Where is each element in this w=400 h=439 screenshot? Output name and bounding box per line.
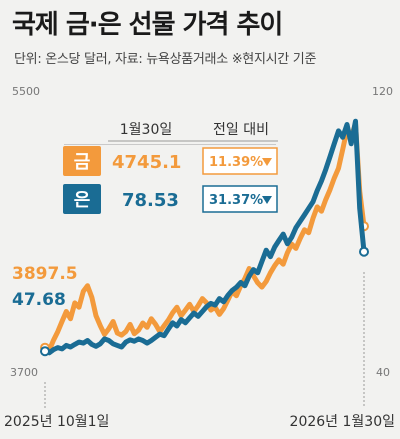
x-axis-start-label: 2025년 10월1일 xyxy=(4,414,109,430)
left-axis-bottom-tick: 3700 xyxy=(10,366,38,379)
x-axis-end-label: 2026년 1월30일 xyxy=(290,414,395,430)
silver-end-point xyxy=(359,246,369,257)
gold-start-label: 3897.5 xyxy=(12,264,78,284)
silver-change-value: 31.37% xyxy=(209,193,263,208)
series-layer xyxy=(40,118,369,357)
silver-price: 78.53 xyxy=(122,190,179,211)
gold-row-divider xyxy=(64,144,276,145)
gold-change-down-icon xyxy=(262,158,272,166)
silver-metal-box xyxy=(63,184,101,214)
gold-change-value: 11.39% xyxy=(209,155,263,170)
gold-metal-label: 금 xyxy=(74,152,91,173)
gold-series-line xyxy=(42,121,367,353)
gold-metal-box xyxy=(63,146,101,176)
silver-series-line xyxy=(42,118,367,356)
chart-title: 국제 금·은 선물 가격 추이 xyxy=(12,10,283,40)
summary-change-header: 전일 대비 xyxy=(213,122,269,138)
right-axis-bottom-tick: 40 xyxy=(376,366,390,379)
summary-table: 1월30일 전일 대비 금 4745.1 11.39% 은 78.53 31.3… xyxy=(63,122,278,214)
left-axis-top-tick: 5500 xyxy=(12,85,40,98)
chart-subtitle: 단위: 온스당 달러, 자료: 뉴욕상품거래소 ※현지시간 기준 xyxy=(14,52,317,67)
right-axis-top-tick: 120 xyxy=(372,85,393,98)
summary-date-header: 1월30일 xyxy=(120,122,172,138)
silver-change-down-icon xyxy=(262,196,272,204)
gold-price: 4745.1 xyxy=(112,152,181,173)
silver-start-label: 47.68 xyxy=(12,290,66,310)
silver-metal-label: 은 xyxy=(74,190,91,211)
silver-start-point xyxy=(40,346,50,357)
